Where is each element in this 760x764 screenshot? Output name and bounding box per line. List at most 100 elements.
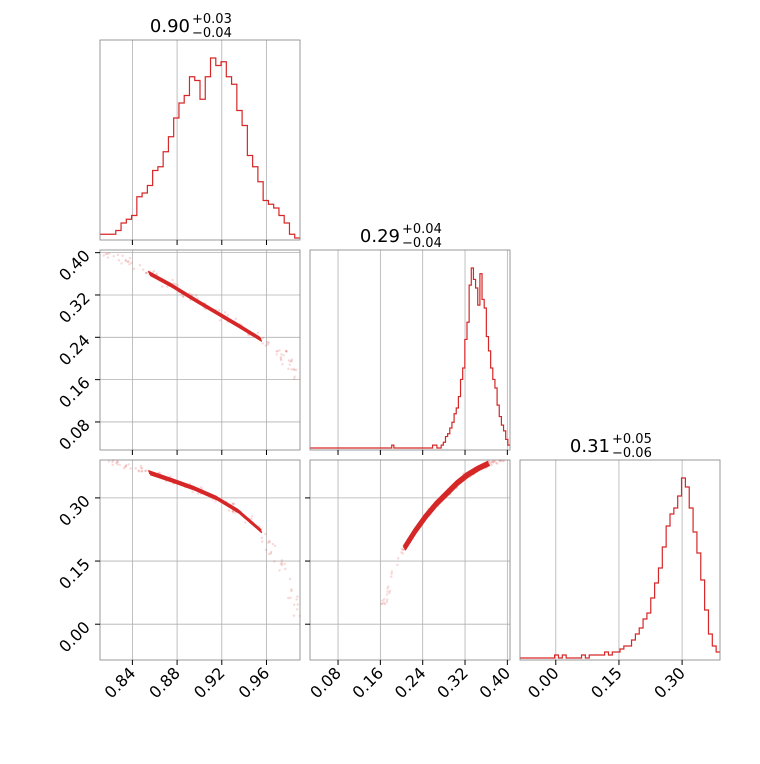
sample-point	[115, 461, 118, 465]
sample-point	[116, 460, 119, 464]
sample-point	[278, 349, 281, 352]
title-plus: +0.03	[192, 12, 232, 27]
x-tick-label: 0.88	[145, 663, 184, 702]
panel-title-2: 0.31 +0.05−0.06	[570, 432, 652, 461]
sample-point	[492, 460, 496, 463]
histogram-panel-2	[519, 459, 721, 661]
sample-point	[282, 354, 285, 357]
x-tick-label: 0.24	[391, 663, 430, 702]
sample-point	[489, 462, 493, 465]
x-tick-label: 0.16	[349, 663, 388, 702]
sample-point	[293, 603, 296, 606]
sample-point	[287, 596, 290, 600]
sample-point	[261, 342, 264, 345]
sample-point	[295, 598, 298, 601]
sample-point	[276, 350, 279, 353]
sample-point	[141, 268, 145, 271]
sample-point	[284, 567, 287, 571]
sample-point	[273, 544, 277, 548]
sample-point	[145, 271, 148, 275]
contour-line	[403, 461, 489, 548]
sample-point	[226, 314, 230, 317]
sample-point	[128, 263, 131, 266]
sample-point	[295, 608, 299, 611]
sample-point	[381, 602, 384, 606]
sample-point	[281, 363, 284, 366]
sample-point	[224, 311, 227, 314]
sample-point	[231, 503, 234, 506]
contour-line	[404, 463, 490, 550]
sample-point	[400, 547, 403, 551]
sample-point	[227, 509, 231, 512]
sample-point	[130, 261, 133, 265]
sample-point	[139, 466, 143, 470]
sample-point	[191, 490, 194, 494]
sample-point	[233, 502, 236, 506]
sample-point	[182, 294, 185, 298]
sample-point	[279, 562, 283, 565]
sample-point	[140, 470, 143, 473]
sample-point	[195, 294, 198, 297]
sample-point	[266, 340, 269, 344]
sample-point	[264, 548, 268, 552]
sample-point	[127, 463, 131, 466]
sample-point	[166, 285, 169, 288]
sample-point	[382, 601, 386, 605]
sample-point	[386, 590, 389, 593]
sample-point	[267, 341, 270, 344]
sample-point	[279, 356, 282, 359]
title-plus: +0.04	[402, 222, 442, 237]
sample-point	[126, 260, 130, 264]
sample-point	[296, 595, 299, 598]
sample-point	[134, 467, 137, 470]
sample-point	[137, 469, 140, 472]
x-tick-label: 0.08	[306, 663, 345, 702]
sample-point	[271, 542, 275, 546]
sample-point	[139, 464, 143, 468]
sample-point	[296, 603, 299, 606]
sample-point	[124, 465, 127, 468]
title-median: 0.31	[570, 436, 610, 457]
x-tick-label: 0.00	[524, 663, 563, 702]
sample-point	[400, 551, 403, 554]
sample-point	[196, 492, 200, 495]
x-tick-label: 0.84	[101, 663, 140, 702]
sample-point	[260, 536, 264, 540]
sample-point	[490, 463, 493, 467]
x-tick-label: 0.32	[433, 663, 472, 702]
sample-point	[267, 541, 270, 544]
panel-frame	[309, 459, 511, 661]
sample-point	[284, 349, 288, 353]
sample-point	[171, 278, 174, 282]
sample-point	[111, 463, 114, 467]
histogram-step	[520, 477, 720, 659]
sample-point	[280, 563, 284, 567]
y-tick-label: 0.00	[55, 618, 94, 657]
x-tick-label: 0.15	[587, 663, 626, 702]
y-tick-label: 0.40	[55, 246, 94, 285]
sample-point	[402, 548, 405, 551]
sample-point	[289, 360, 292, 363]
y-tick-label: 0.32	[55, 288, 94, 327]
sample-point	[261, 336, 265, 340]
sample-point	[268, 552, 271, 556]
sample-point	[390, 570, 394, 573]
sample-point	[490, 460, 494, 464]
sample-point	[386, 587, 389, 590]
y-tick-label: 0.16	[55, 373, 94, 412]
sample-point	[160, 285, 164, 288]
sample-point	[288, 363, 291, 366]
title-plus: +0.05	[612, 432, 652, 447]
sample-point	[120, 262, 123, 265]
sample-point	[401, 552, 404, 555]
sample-point	[128, 256, 132, 260]
sample-point	[264, 344, 268, 347]
sample-point	[495, 462, 499, 465]
y-tick-label: 0.08	[55, 415, 94, 454]
sample-point	[396, 563, 399, 567]
sample-point	[290, 368, 293, 371]
sample-point	[107, 460, 111, 463]
sample-point	[129, 467, 132, 470]
contour-line	[402, 460, 489, 547]
